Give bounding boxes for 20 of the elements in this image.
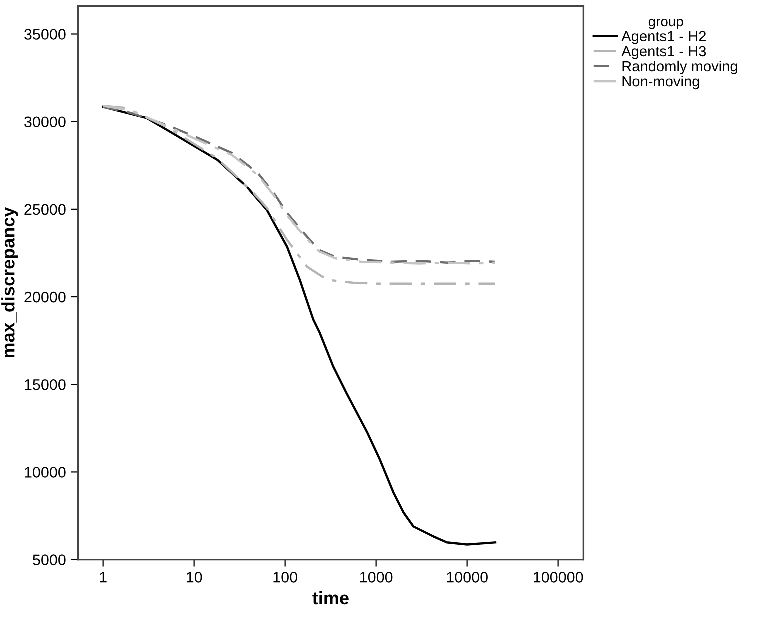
legend-title: group: [648, 19, 684, 30]
y-tick-label: 25000: [24, 204, 66, 216]
y-tick-label: 30000: [24, 116, 66, 128]
legend-label: Agents1 - H2: [622, 31, 706, 44]
y-axis-title: max_discrepancy: [2, 207, 18, 358]
y-tick-label: 5000: [33, 554, 66, 566]
x-tick-label: 1000: [360, 572, 393, 583]
x-tick-label: 100000: [534, 572, 584, 583]
y-tick-label: 15000: [25, 379, 66, 390]
legend-label: Non-moving: [622, 76, 700, 90]
x-tick-label: 10: [186, 572, 202, 583]
legend-label: Agents1 - H3: [622, 46, 706, 60]
x-tick-label: 1: [100, 572, 107, 583]
x-axis-title: time: [312, 591, 349, 605]
legend-label: Randomly moving: [622, 60, 738, 75]
y-tick-label: 20000: [24, 292, 66, 303]
x-tick-label: 100: [274, 572, 298, 583]
x-tick-label: 10000: [447, 572, 488, 583]
y-tick-label: 35000: [24, 29, 66, 40]
y-tick-label: 10000: [25, 467, 66, 478]
